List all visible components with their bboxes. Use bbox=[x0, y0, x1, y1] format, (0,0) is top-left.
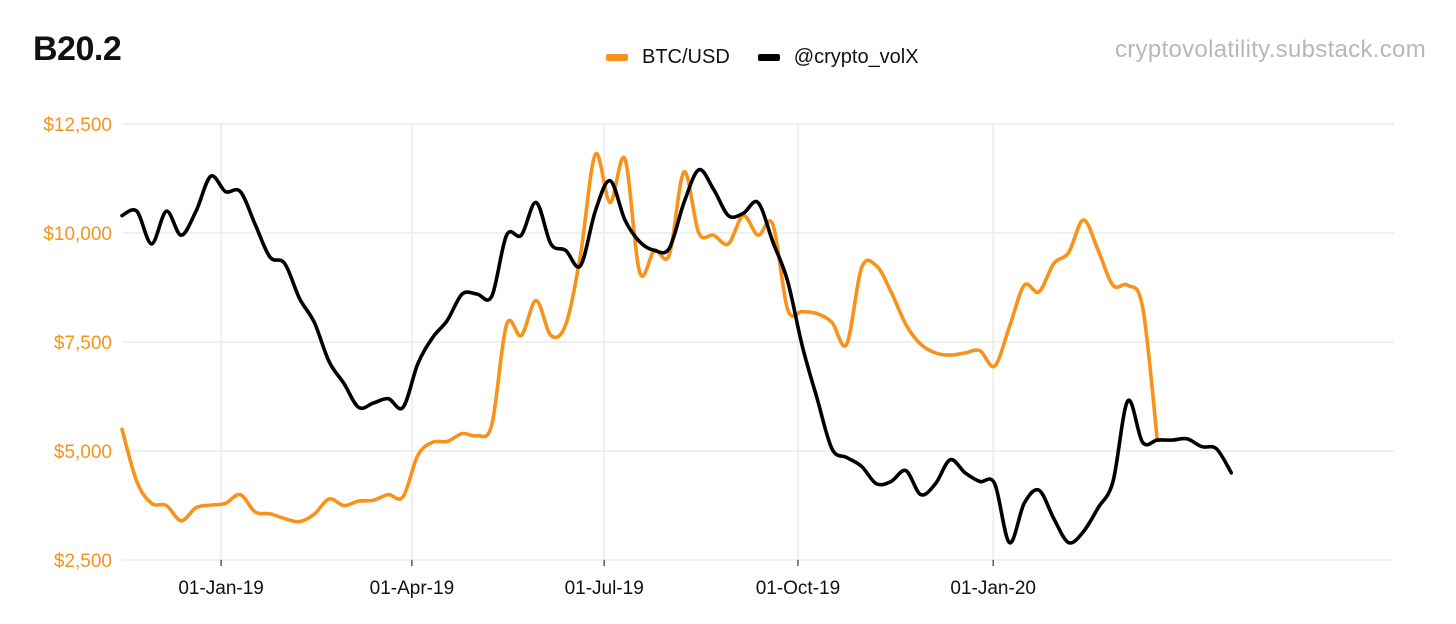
x-tick-label: 01-Jul-19 bbox=[565, 578, 644, 599]
series-line-crypto-volx bbox=[120, 167, 1234, 545]
source-label: cryptovolatility.substack.com bbox=[1114, 36, 1426, 63]
x-tick-label: 01-Jan-20 bbox=[950, 578, 1036, 599]
series-lines bbox=[120, 152, 1234, 545]
x-tick-label: 01-Apr-19 bbox=[370, 578, 455, 599]
legend-label-volx: @crypto_volX bbox=[793, 46, 919, 68]
legend-swatch-btc bbox=[606, 54, 628, 61]
chart-title: B20.2 bbox=[33, 30, 122, 68]
legend-item-volx: @crypto_volX bbox=[757, 46, 919, 69]
legend-item-btc: BTC/USD bbox=[606, 46, 730, 69]
y-axis-tick-labels: $2,500 $5,000 $7,500 $10,000 $12,500 bbox=[43, 115, 112, 572]
grid-lines bbox=[122, 123, 1394, 566]
y-tick-label: $12,500 bbox=[43, 115, 112, 136]
series-line-btc-usd bbox=[120, 152, 1160, 524]
legend-label-btc: BTC/USD bbox=[642, 46, 730, 68]
y-tick-label: $5,000 bbox=[54, 442, 112, 463]
legend-swatch-volx bbox=[757, 54, 780, 61]
x-tick-label: 01-Jan-19 bbox=[178, 578, 264, 599]
x-tick-label: 01-Oct-19 bbox=[756, 578, 840, 599]
y-tick-label: $10,000 bbox=[43, 224, 112, 245]
y-tick-label: $7,500 bbox=[54, 333, 112, 354]
y-tick-label: $2,500 bbox=[54, 551, 112, 572]
legend: BTC/USD @crypto_volX bbox=[606, 46, 947, 69]
x-axis-tick-labels: 01-Jan-19 01-Apr-19 01-Jul-19 01-Oct-19 01-J… bbox=[178, 578, 1036, 599]
